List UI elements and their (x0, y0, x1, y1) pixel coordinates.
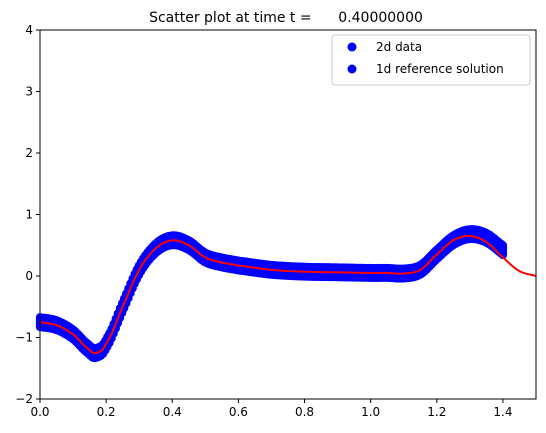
legend-box (331, 34, 531, 86)
chart-title: Scatter plot at time t = 0.40000000 (149, 10, 423, 26)
legend-marker (347, 64, 357, 74)
y-tick-label: 2 (25, 146, 33, 160)
scatter-point (498, 250, 508, 260)
y-tick-label: 0 (25, 269, 33, 283)
x-tick-label: 0.4 (163, 405, 182, 419)
x-tick-label: 0.2 (97, 405, 116, 419)
legend: 2d data 1d reference solution (331, 34, 531, 86)
plot-area (40, 30, 536, 399)
y-tick-label: 1 (25, 208, 33, 222)
x-tick-label: 0.0 (30, 405, 49, 419)
x-tick-label: 0.6 (229, 405, 248, 419)
y-tick-label: −1 (15, 331, 33, 345)
reference-solution-line (39, 234, 537, 355)
y-tick-label: 3 (25, 85, 33, 99)
x-tick-label: 1.0 (361, 405, 380, 419)
x-tick-label: 1.4 (493, 405, 512, 419)
plot-frame (39, 29, 537, 400)
y-tick-label: 4 (25, 23, 33, 37)
legend-label: 2d data (376, 40, 422, 54)
legend-label: 1d reference solution (376, 62, 504, 76)
x-tick-label: 1.2 (427, 405, 446, 419)
legend-marker (347, 42, 357, 52)
data-layer (35, 225, 537, 363)
axes-layer: 0.0 0.2 0.4 0.6 0.8 1.0 1.2 1.4 4 3 2 1 0 −1 −2 (15, 23, 512, 419)
x-tick-label: 0.8 (295, 405, 314, 419)
y-tick-label: −2 (15, 392, 33, 406)
